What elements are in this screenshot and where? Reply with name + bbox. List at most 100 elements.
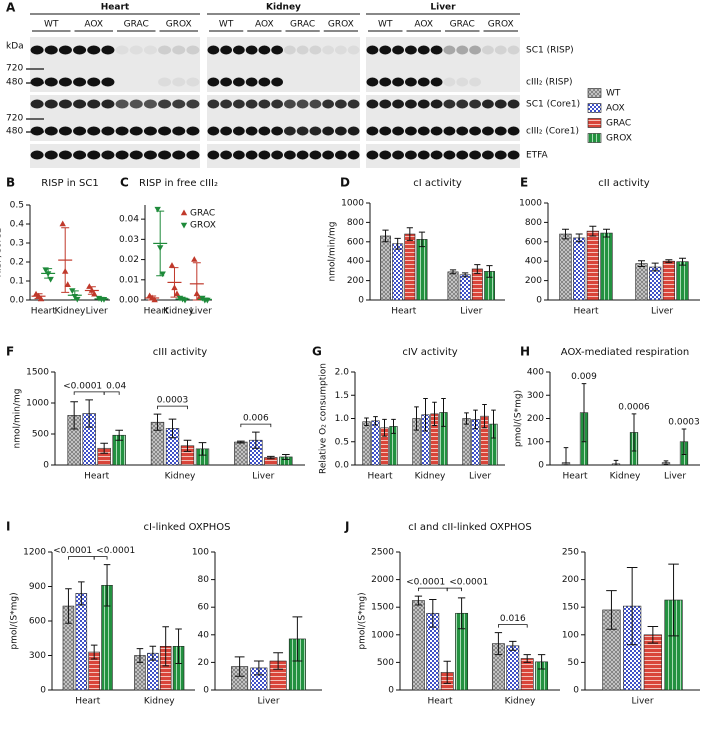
- bar: [600, 232, 613, 301]
- blot-band: [73, 126, 87, 136]
- y-tick-label: 0: [43, 461, 49, 471]
- p-value: 0.0006: [618, 402, 650, 412]
- blot-band: [73, 99, 87, 109]
- sd-bar: [170, 267, 179, 298]
- bar: [234, 441, 248, 466]
- chart-title: cIV activity: [402, 347, 457, 358]
- error-bar: [364, 417, 369, 426]
- blot-band: [392, 99, 404, 109]
- y-tick-label: 0.01: [119, 275, 139, 285]
- x-tick-label: Heart: [573, 307, 599, 317]
- y-tick-label: 200: [525, 276, 542, 286]
- blot-band: [87, 150, 101, 160]
- blot-band: [186, 126, 200, 136]
- error-bar: [457, 597, 466, 630]
- blot-band: [322, 45, 334, 55]
- error-bar: [414, 595, 423, 606]
- blot-band: [207, 77, 220, 87]
- p-value: <0.0001: [63, 381, 102, 391]
- blot-band: [456, 150, 469, 160]
- panel-letter: E: [520, 176, 528, 190]
- genotype-label: AOX: [255, 20, 274, 30]
- legend-swatch: [587, 88, 602, 98]
- legend-swatch: [587, 118, 602, 128]
- y-tick-label: 800: [525, 218, 542, 228]
- legend-label: GRAC: [190, 209, 215, 219]
- y-tick-label: 1000: [26, 399, 49, 409]
- y-tick-label: 1000: [371, 630, 394, 640]
- y-tick-label: 800: [347, 218, 364, 228]
- y-tick-label: 600: [525, 237, 542, 247]
- blot-band: [430, 126, 443, 136]
- error-bar: [414, 406, 419, 431]
- y-tick-label: 300: [527, 391, 544, 401]
- blot-band: [129, 126, 143, 136]
- blot-band: [456, 45, 469, 55]
- sd-bar: [97, 297, 106, 300]
- blot-band: [443, 150, 456, 160]
- error-bar: [252, 431, 260, 449]
- blot-band: [296, 99, 309, 109]
- error-bar: [474, 264, 481, 274]
- error-bar: [100, 442, 108, 454]
- y-axis-label: Relative O₂ consumption: [319, 363, 329, 474]
- error-bar: [581, 383, 587, 443]
- blot-band: [417, 45, 430, 55]
- bar: [75, 593, 88, 691]
- legend-label: GROX: [190, 221, 216, 231]
- chart-title: cI and cII-linked OXPHOS: [408, 522, 531, 533]
- blot-band: [258, 126, 271, 136]
- error-bar: [663, 460, 669, 466]
- panel-letter: I: [6, 520, 10, 534]
- blot-band: [58, 99, 72, 109]
- genotype-label: GRAC: [450, 20, 475, 30]
- blot-band: [233, 126, 245, 136]
- blot-band: [366, 77, 379, 87]
- blot-band: [271, 150, 283, 160]
- blot-background: [30, 144, 200, 168]
- error-bar: [509, 640, 517, 651]
- error-bar: [282, 453, 290, 460]
- blot-band: [158, 99, 172, 109]
- y-tick-label: 0.1: [10, 277, 24, 287]
- y-tick-label: 400: [527, 368, 544, 378]
- y-tick-label: 100: [527, 437, 544, 447]
- error-bar: [637, 260, 645, 268]
- y-tick-label: 1.5: [335, 391, 349, 401]
- blot-band: [143, 126, 157, 136]
- x-tick-label: Kidney: [55, 307, 86, 317]
- blot-band: [186, 45, 200, 55]
- data-point: [191, 256, 198, 262]
- x-tick-label: Heart: [144, 307, 170, 317]
- blot-band: [379, 126, 392, 136]
- error-bar: [292, 616, 303, 662]
- blot-band: [44, 99, 58, 109]
- error-bar: [449, 269, 457, 275]
- tissue-label: Kidney: [266, 3, 301, 13]
- blot-band: [456, 99, 469, 109]
- blot-band: [405, 126, 417, 136]
- blot-band: [347, 150, 360, 160]
- blot-band: [309, 99, 322, 109]
- blot-band: [258, 150, 271, 160]
- genotype-label: WT: [44, 20, 59, 30]
- error-bar: [603, 228, 611, 238]
- blot-band: [44, 45, 58, 55]
- bar: [416, 239, 428, 301]
- blot-band: [115, 126, 129, 136]
- blot-band: [322, 99, 334, 109]
- blot-band: [469, 150, 481, 160]
- error-bar: [162, 626, 169, 667]
- p-value: 0.009: [571, 372, 597, 382]
- legend-label: WT: [606, 89, 621, 99]
- significance-bracket: [418, 587, 448, 592]
- x-tick-label: Kidney: [610, 472, 641, 482]
- blot-band: [482, 126, 494, 136]
- blot-band: [482, 45, 494, 55]
- blot-band: [507, 126, 520, 136]
- blot-band: [207, 45, 220, 55]
- bar: [411, 600, 425, 691]
- blot-band: [405, 45, 417, 55]
- significance-bracket: [103, 391, 120, 395]
- error-bar: [373, 416, 378, 426]
